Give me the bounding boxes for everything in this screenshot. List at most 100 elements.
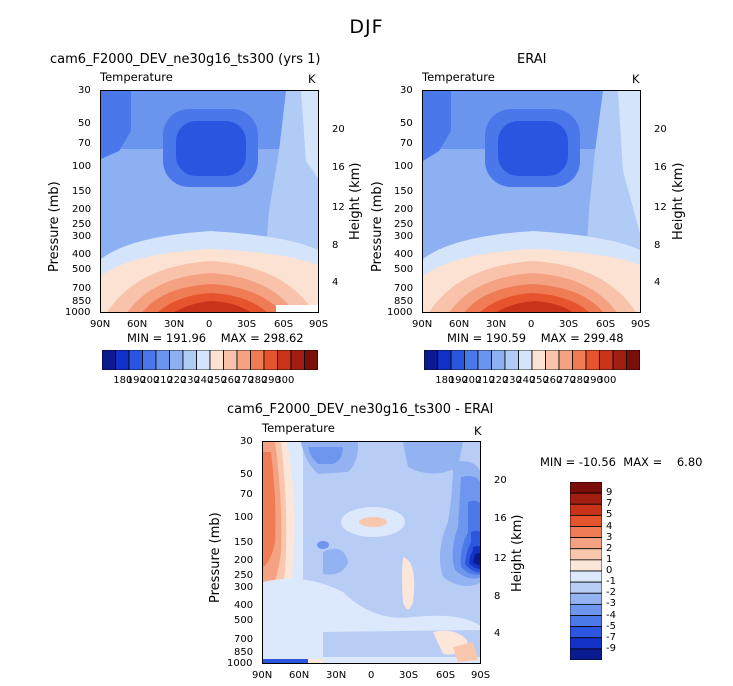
obs-ytick-100: 100 [394,161,414,172]
model-y2tick-12: 12 [332,202,345,213]
obs-max-label: MAX = [540,331,580,345]
diff-y2tick-16: 16 [494,513,507,524]
obs-colorbar-label: 200 [462,375,482,386]
model-xtick-30s: 30S [237,319,257,330]
diff-colorbar-label: 7 [606,498,613,510]
model-ytick-500: 500 [72,264,92,275]
model-colorbar-label: 230 [180,375,200,386]
obs-xtick-0: 0 [528,319,535,330]
obs-panel-title: ERAI [517,52,547,67]
model-units-label: K [308,72,316,86]
diff-colorbar-label: -7 [606,631,616,643]
model-colorbar-label: 280 [248,375,268,386]
diff-colorbar-swatch [570,492,602,505]
diff-colorbar-swatch [570,648,602,660]
model-ytick-700: 700 [72,283,92,294]
model-y2tick-20: 20 [332,124,345,135]
obs-xtick-90n: 90N [412,319,433,330]
diff-colorbar-swatch [570,526,602,539]
diff-ytick-70: 70 [240,489,253,500]
diff-minmax: MIN = -10.56 MAX = 6.80 [540,455,702,469]
model-temperature-contours [101,91,318,312]
diff-colorbar-label: -1 [606,576,616,588]
diff-ytick-1000: 1000 [227,658,253,669]
model-ytick-1000: 1000 [65,307,91,318]
diff-max-value: 6.80 [676,455,703,469]
obs-colorbar-swatch [518,350,533,370]
model-max-value: 298.62 [263,331,304,345]
model-plot-area [100,90,319,313]
obs-colorbar-swatch [585,350,600,370]
model-minmax: MIN = 191.96 MAX = 298.62 [127,331,304,345]
model-colorbar-swatch [250,350,265,370]
diff-xtick-90s: 90S [471,670,491,681]
diff-colorbar-swatch [570,637,602,650]
diff-y2tick-20: 20 [494,475,507,486]
model-colorbar [102,350,318,370]
model-colorbar-swatch [128,350,143,370]
diff-colorbar-swatch [570,503,602,516]
diff-variable-label: Temperature [262,421,335,435]
model-colorbar-label: 190 [126,375,146,386]
obs-colorbar-swatch [424,350,438,370]
obs-ytick-1000: 1000 [387,307,413,318]
model-xtick-90s: 90S [309,319,329,330]
obs-colorbar-label: 300 [597,375,617,386]
diff-colorbar-label: -3 [606,598,616,610]
model-colorbar-swatch [236,350,251,370]
obs-ytick-300: 300 [394,231,414,242]
obs-ytick-70: 70 [400,138,413,149]
diff-colorbar-label: -9 [606,642,616,654]
diff-xtick-60n: 60N [289,670,310,681]
model-colorbar-swatch [209,350,224,370]
obs-minmax: MIN = 190.59 MAX = 299.48 [447,331,624,345]
obs-y2tick-20: 20 [654,124,667,135]
obs-colorbar-swatch [464,350,479,370]
diff-ytick-100: 100 [234,512,254,523]
obs-colorbar-swatch [545,350,560,370]
obs-colorbar-swatch [477,350,492,370]
model-colorbar-swatch [115,350,130,370]
obs-variable-label: Temperature [422,70,495,84]
model-colorbar-label: 270 [234,375,254,386]
diff-colorbar-swatch [570,615,602,628]
diff-colorbar-label: -2 [606,587,616,599]
model-ytick-100: 100 [72,161,92,172]
obs-colorbar-label: 210 [475,375,495,386]
model-ytick-50: 50 [78,118,91,129]
diff-xtick-90n: 90N [252,670,273,681]
model-colorbar-swatch [155,350,170,370]
obs-ytick-30: 30 [400,85,413,96]
diff-colorbar-swatch [570,537,602,550]
diff-colorbar-label: 1 [606,553,613,565]
model-colorbar-label: 180 [113,375,133,386]
obs-colorbar-labels: 180 190 200 210 220 230 240 250 260 270 280 290 300 [424,375,640,389]
diff-colorbar-swatch [570,548,602,561]
diff-ytick-200: 200 [234,555,254,566]
diff-xtick-30s: 30S [399,670,419,681]
model-ytick-250: 250 [72,219,92,230]
obs-ytick-250: 250 [394,219,414,230]
diff-colorbar-label: 9 [606,487,613,499]
obs-ytick-500: 500 [394,264,414,275]
obs-ylabel: Pressure (mb) [370,181,385,272]
obs-colorbar-label: 290 [583,375,603,386]
diff-colorbar-labels: 9 7 5 4 3 2 1 0 -1 -2 -3 -4 -5 -7 -9 [606,482,636,660]
obs-y2tick-16: 16 [654,162,667,173]
obs-ytick-400: 400 [394,249,414,260]
model-ytick-200: 200 [72,204,92,215]
model-colorbar-swatch [277,350,292,370]
model-ytick-70: 70 [78,138,91,149]
diff-xtick-30n: 30N [326,670,347,681]
model-xtick-60n: 60N [127,319,148,330]
model-colorbar-swatch [169,350,184,370]
diff-min-value: -10.56 [578,455,616,469]
obs-colorbar-label: 260 [543,375,563,386]
obs-colorbar [424,350,640,370]
obs-plot-area [422,90,641,313]
model-colorbar-swatch [182,350,197,370]
obs-colorbar-swatch [558,350,573,370]
model-ytick-150: 150 [72,186,92,197]
model-ylabel: Pressure (mb) [47,181,62,272]
model-colorbar-label: 210 [153,375,173,386]
